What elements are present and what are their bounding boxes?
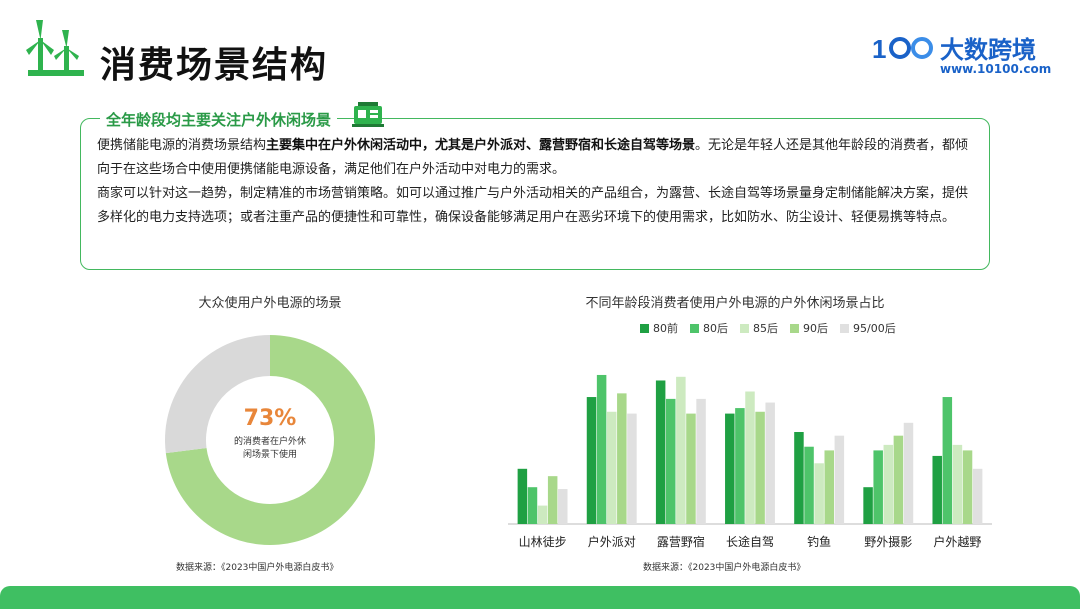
bar-2-1 xyxy=(666,398,676,524)
bar-chart-legend: 80前 80后 85后 90后 95/00后 xyxy=(640,320,896,336)
bar-5-4 xyxy=(903,422,914,524)
summary-box xyxy=(80,118,990,270)
bar-chart: 山林徒步 户外派对 露营野宿 长途自驾 钓鱼 野外摄影 户外越野 xyxy=(508,374,992,549)
bar-0-0 xyxy=(517,468,528,524)
bar-0-3 xyxy=(547,476,558,524)
wind-turbine-logo-icon xyxy=(26,20,84,76)
x-tick-label: 长途自驾 xyxy=(726,534,774,549)
legend-item-0: 80前 xyxy=(640,320,678,336)
bar-4-0 xyxy=(794,432,804,524)
bar-3-0 xyxy=(725,413,735,524)
legend-label: 80前 xyxy=(653,322,678,335)
bar-6-4 xyxy=(972,468,983,524)
legend-label: 95/00后 xyxy=(853,322,896,335)
bar-5-1 xyxy=(873,450,883,524)
summary-paragraph-1: 便携储能电源的消费场景结构主要集中在户外休闲活动中，尤其是户外派对、露营野宿和长… xyxy=(97,138,969,177)
bar-1-4 xyxy=(627,413,637,524)
bar-4-2 xyxy=(814,463,824,524)
generator-icon xyxy=(352,102,384,127)
bar-chart-title: 不同年龄段消费者使用户外电源的户外休闲场景占比 xyxy=(585,296,885,311)
bar-6-1 xyxy=(942,397,953,524)
x-tick-label: 户外派对 xyxy=(588,534,636,549)
donut-center-caption: 的消费者在户外休 闲场景下使用 xyxy=(233,437,306,460)
bar-6-3 xyxy=(962,450,973,524)
bar-5-2 xyxy=(883,444,894,524)
brand-logo-icon: 1 xyxy=(872,34,933,64)
bar-1-0 xyxy=(586,397,597,524)
legend-swatch xyxy=(690,323,699,333)
donut-source: 数据来源：《2023中国户外电源白皮书》 xyxy=(176,563,339,573)
legend-item-3: 90后 xyxy=(790,320,828,336)
bar-1-2 xyxy=(606,411,617,524)
bar-0-4 xyxy=(558,489,568,524)
bar-1-1 xyxy=(596,374,607,524)
summary-paragraph-2: 商家可以针对这一趋势，制定精准的市场营销策略。如可以通过推广与户外活动相关的产品… xyxy=(97,186,969,225)
donut-slice-1 xyxy=(165,335,270,454)
bar-3-3 xyxy=(755,411,765,524)
legend-swatch xyxy=(640,323,649,333)
x-tick-label: 露营野宿 xyxy=(657,534,705,549)
x-tick-label: 野外摄影 xyxy=(864,534,912,549)
brand-url: www.10100.com xyxy=(940,62,1052,76)
bar-1-3 xyxy=(617,393,627,524)
bar-3-1 xyxy=(735,408,745,524)
bar-3-2 xyxy=(745,391,755,524)
footer-bar xyxy=(0,586,1080,609)
x-tick-label: 钓鱼 xyxy=(807,535,831,549)
x-tick-label: 山林徒步 xyxy=(519,535,567,549)
bar-4-3 xyxy=(824,450,834,524)
legend-item-1: 80后 xyxy=(690,320,728,336)
brand-name: 大数跨境 xyxy=(940,36,1036,64)
legend-label: 90后 xyxy=(803,322,828,335)
bar-3-4 xyxy=(765,402,775,524)
bar-0-1 xyxy=(527,487,538,524)
bar-4-1 xyxy=(804,446,814,524)
svg-text:1: 1 xyxy=(872,34,886,64)
bar-2-3 xyxy=(686,413,696,524)
bar-6-0 xyxy=(932,455,942,524)
bar-2-4 xyxy=(696,398,706,524)
bar-2-0 xyxy=(655,380,666,524)
donut-chart xyxy=(165,335,375,545)
bar-4-4 xyxy=(834,435,845,524)
bar-0-2 xyxy=(537,505,548,524)
bar-5-3 xyxy=(893,435,904,524)
donut-slice-0 xyxy=(165,335,375,545)
summary-heading: 全年龄段均主要关注户外休闲场景 xyxy=(100,109,338,130)
bar-5-0 xyxy=(863,487,873,524)
legend-label: 85后 xyxy=(753,322,778,335)
legend-swatch xyxy=(840,323,849,333)
legend-swatch xyxy=(790,323,799,333)
legend-item-4: 95/00后 xyxy=(840,320,896,336)
bar-2-2 xyxy=(676,376,686,524)
bar-6-2 xyxy=(952,444,963,524)
legend-item-2: 85后 xyxy=(740,320,778,336)
donut-chart-title: 大众使用户外电源的场景 xyxy=(198,296,342,311)
legend-label: 80后 xyxy=(703,322,728,335)
legend-swatch xyxy=(740,323,749,333)
donut-center-value: 73% xyxy=(243,406,297,431)
x-tick-label: 户外越野 xyxy=(933,534,981,549)
page-title: 消费场景结构 xyxy=(100,45,329,86)
bar-source: 数据来源：《2023中国户外电源白皮书》 xyxy=(643,563,806,573)
